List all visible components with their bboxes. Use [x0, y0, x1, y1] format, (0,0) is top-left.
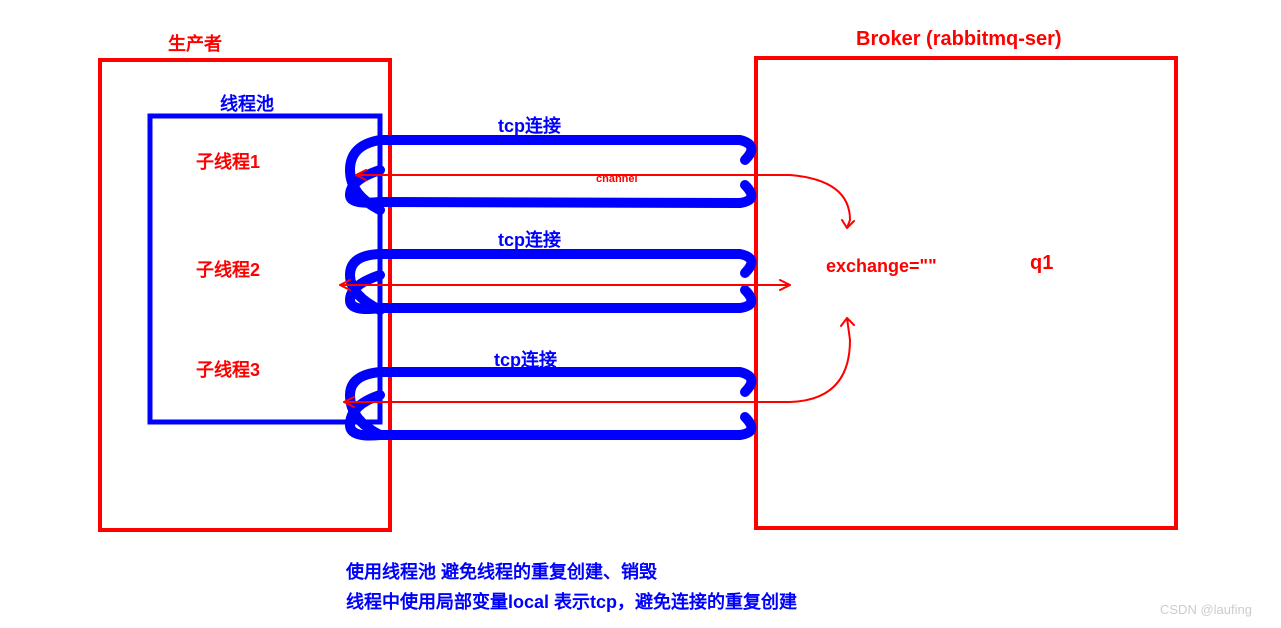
channel-arrow-ch2 — [340, 280, 790, 290]
thread3-label: 子线程3 — [196, 356, 260, 382]
threadpool-box — [150, 116, 380, 422]
tcp3-label: tcp连接 — [494, 346, 557, 372]
tcp2-label: tcp连接 — [498, 226, 561, 252]
tcp-arrow-g3_top — [350, 372, 751, 435]
exchange-label: exchange="" — [826, 256, 937, 277]
channel-arrow-ch3 — [344, 318, 854, 407]
tcp-arrow-g2_top — [350, 254, 751, 310]
note2: 线程中使用局部变量local 表示tcp，避免连接的重复创建 — [346, 588, 797, 614]
tcp-arrows — [350, 140, 751, 436]
thread2-label: 子线程2 — [196, 256, 260, 282]
producer-title: 生产者 — [168, 30, 222, 56]
threadpool-label: 线程池 — [220, 90, 274, 116]
broker-title: Broker (rabbitmq-ser) — [856, 28, 1062, 51]
channel-label: channel — [596, 173, 638, 185]
watermark: CSDN @laufing — [1160, 602, 1252, 617]
diagram-svg — [0, 0, 1281, 628]
tcp-arrow-g2_bot — [350, 275, 751, 309]
broker-box — [756, 58, 1176, 528]
thread1-label: 子线程1 — [196, 148, 260, 174]
tcp1-label: tcp连接 — [498, 112, 561, 138]
q1-label: q1 — [1030, 252, 1053, 275]
note1: 使用线程池 避免线程的重复创建、销毁 — [346, 558, 657, 584]
